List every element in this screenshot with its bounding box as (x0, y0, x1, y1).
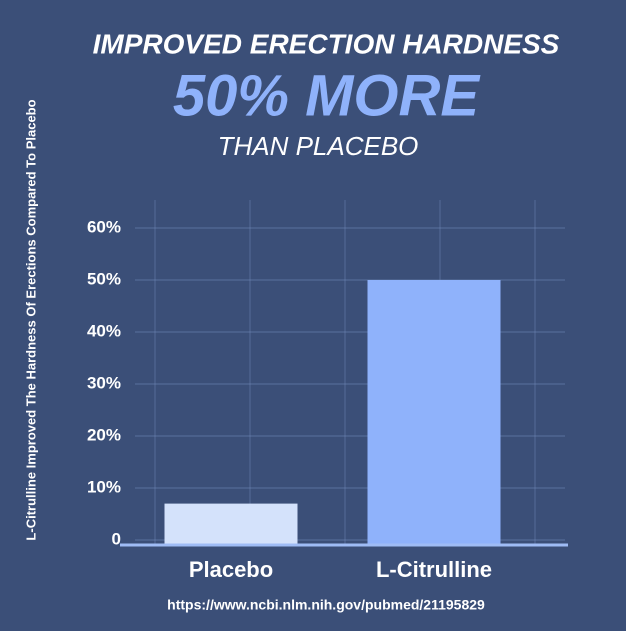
y-tick-label: 20% (87, 425, 121, 444)
y-axis-label: L-Citrulline Improved The Hardness Of Er… (23, 99, 38, 540)
headline: 50% MORE (173, 63, 482, 128)
y-tick-label: 40% (87, 321, 121, 340)
subtitle: THAN PLACEBO (218, 131, 419, 161)
y-tick-label: 50% (87, 269, 121, 288)
bar (164, 503, 298, 545)
x-tick-label: L-Citrulline (376, 557, 492, 582)
y-tick-label: 0 (112, 529, 121, 548)
y-tick-label: 30% (87, 373, 121, 392)
bar (367, 280, 501, 545)
x-tick-label: Placebo (189, 557, 273, 582)
chart-title: IMPROVED ERECTION HARDNESS (93, 28, 560, 59)
source: https://www.ncbi.nlm.nih.gov/pubmed/2119… (167, 597, 485, 613)
y-tick-label: 60% (87, 217, 121, 236)
y-tick-label: 10% (87, 477, 121, 496)
